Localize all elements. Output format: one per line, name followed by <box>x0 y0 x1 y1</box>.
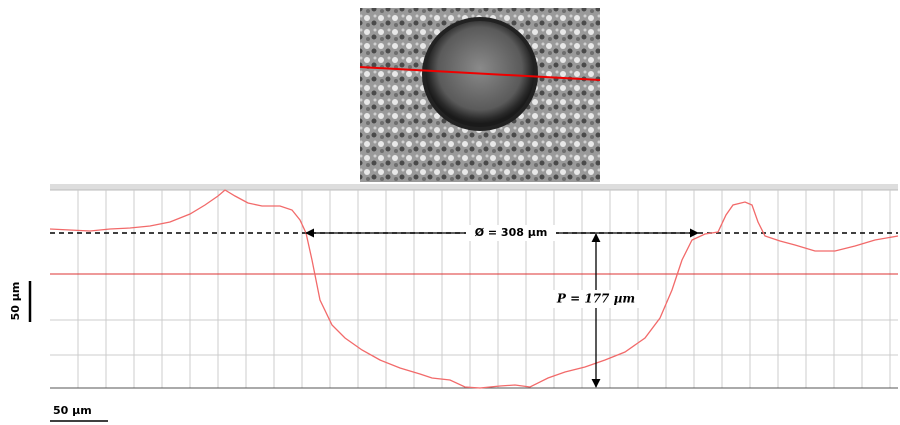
vertical-scale-label: 50 µm <box>9 282 22 321</box>
label-bg <box>466 225 556 241</box>
label-bg <box>550 290 642 308</box>
horizontal-scale-label: 50 µm <box>53 404 92 417</box>
profile-plot <box>50 184 898 388</box>
plot-header <box>50 184 898 190</box>
micrograph <box>359 8 601 182</box>
profile-curve <box>49 189 899 389</box>
profile-line <box>359 66 601 81</box>
diameter-label: Ø = 308 µm <box>475 226 548 239</box>
depth-label: P = 177 µm <box>556 292 635 306</box>
